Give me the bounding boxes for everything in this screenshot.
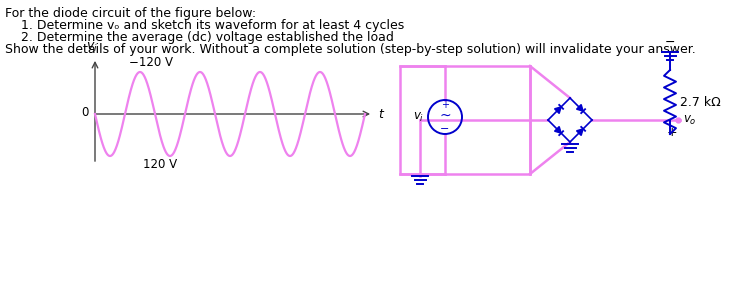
Text: −120 V: −120 V xyxy=(129,56,173,69)
Text: 120 V: 120 V xyxy=(143,158,177,171)
Text: $v_o$: $v_o$ xyxy=(683,114,697,126)
Text: For the diode circuit of the figure below:: For the diode circuit of the figure belo… xyxy=(5,7,256,20)
Polygon shape xyxy=(577,105,583,111)
Text: 1. Determine vₒ and sketch its waveform for at least 4 cycles: 1. Determine vₒ and sketch its waveform … xyxy=(5,19,404,32)
Text: 2.7 kΩ: 2.7 kΩ xyxy=(680,95,721,109)
Polygon shape xyxy=(554,107,561,114)
Text: $v_i$: $v_i$ xyxy=(86,41,98,54)
Text: $v_i$: $v_i$ xyxy=(413,110,424,124)
Text: Show the details of your work. Without a complete solution (step-by-step solutio: Show the details of your work. Without a… xyxy=(5,43,696,56)
Text: −: − xyxy=(664,36,675,48)
Text: +: + xyxy=(441,100,449,110)
Text: +: + xyxy=(667,126,677,138)
Text: ~: ~ xyxy=(439,109,451,123)
Text: $t$: $t$ xyxy=(378,107,385,121)
Text: −: − xyxy=(440,124,450,134)
Polygon shape xyxy=(554,126,561,133)
Text: 2. Determine the average (dc) voltage established the load: 2. Determine the average (dc) voltage es… xyxy=(5,31,394,44)
Polygon shape xyxy=(577,129,583,135)
Text: 0: 0 xyxy=(82,105,89,119)
Bar xyxy=(400,66,530,174)
